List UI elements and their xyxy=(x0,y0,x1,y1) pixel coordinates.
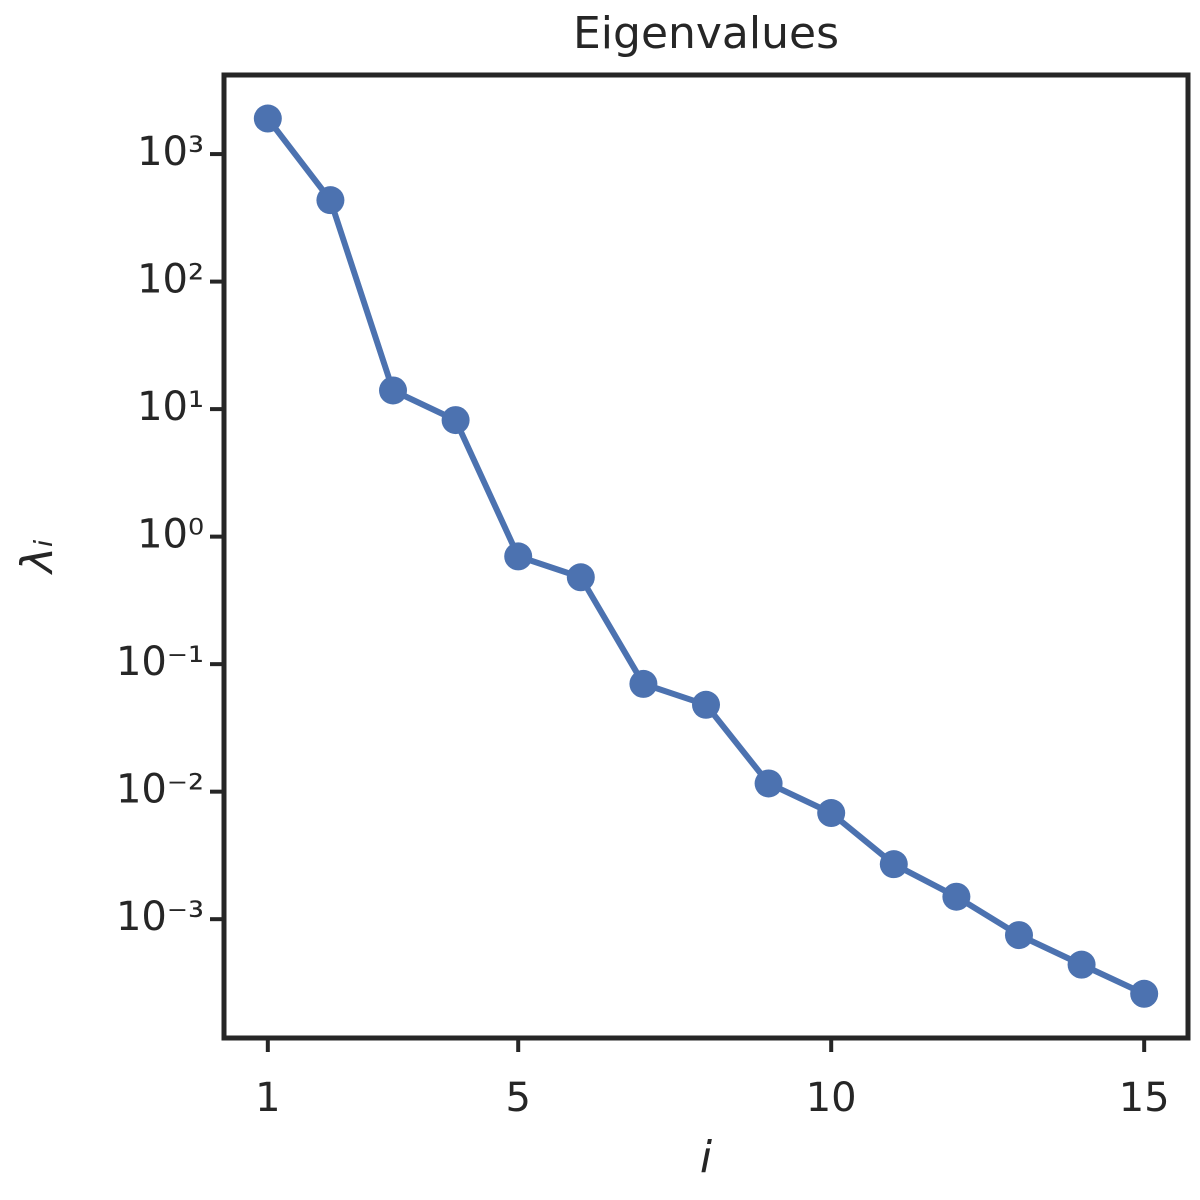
point xyxy=(817,799,846,828)
point xyxy=(1067,950,1096,979)
point xyxy=(566,563,595,592)
y-tick-label: 10⁰ xyxy=(137,512,204,558)
point xyxy=(379,376,408,405)
point xyxy=(1130,979,1159,1008)
point xyxy=(504,542,533,571)
x-tick-label: 5 xyxy=(505,1075,530,1121)
point xyxy=(754,769,783,798)
y-tick-label: 10² xyxy=(137,257,204,303)
y-tick-label: 10³ xyxy=(137,129,204,175)
point xyxy=(441,406,470,435)
y-axis-label: λᵢ xyxy=(12,539,63,575)
point xyxy=(316,186,345,215)
point xyxy=(629,669,658,698)
x-axis-label: i xyxy=(700,1132,713,1183)
x-tick-label: 1 xyxy=(255,1075,280,1121)
y-tick-label: 10⁻³ xyxy=(116,894,204,940)
x-tick-label: 15 xyxy=(1119,1075,1170,1121)
point xyxy=(879,850,908,879)
y-tick-label: 10⁻¹ xyxy=(116,639,204,685)
y-tick-label: 10¹ xyxy=(137,384,204,430)
line xyxy=(265,116,1146,997)
point xyxy=(942,882,971,911)
x-tick-label: 10 xyxy=(806,1075,857,1121)
y-tick-label: 10⁻² xyxy=(116,767,204,813)
plot-frame xyxy=(221,72,1191,1041)
point xyxy=(692,690,720,719)
point xyxy=(1004,921,1033,950)
point xyxy=(253,104,282,133)
chart-title: Eigenvalues xyxy=(573,8,839,59)
